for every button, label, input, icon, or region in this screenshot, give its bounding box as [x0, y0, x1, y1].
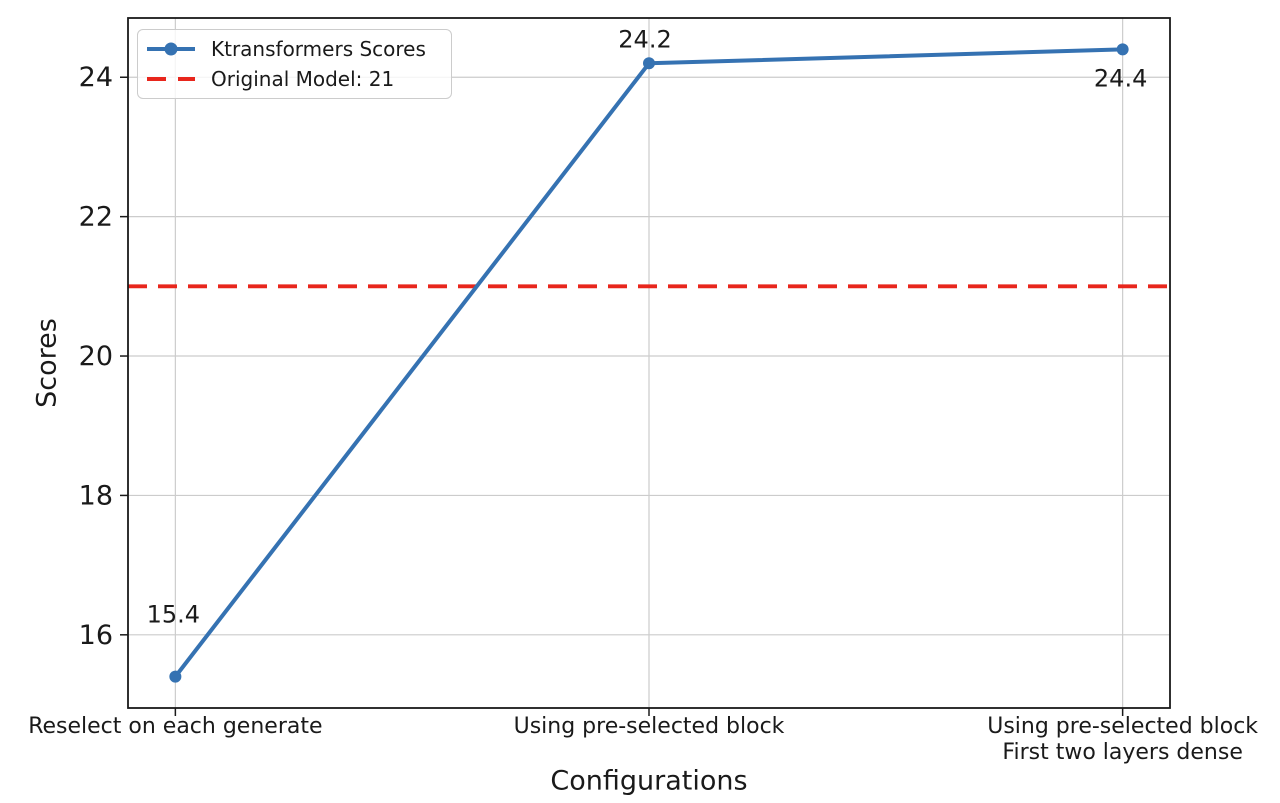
y-tick-label: 16 [79, 620, 113, 651]
legend: Ktransformers Scores Original Model: 21 [137, 29, 452, 99]
y-tick-label: 20 [79, 341, 113, 372]
legend-entry-refline: Original Model: 21 [146, 67, 441, 91]
dashed-line-icon [147, 77, 195, 81]
legend-refline-label: Original Model: 21 [211, 67, 395, 91]
data-point-label: 24.2 [618, 25, 671, 53]
data-point-marker [1116, 43, 1129, 56]
data-point-marker [169, 670, 182, 683]
y-tick-label: 24 [79, 62, 113, 93]
data-point-label: 24.4 [1094, 64, 1147, 92]
legend-dot-sample [164, 42, 178, 56]
line-marker-icon [147, 42, 195, 56]
legend-entry-series: Ktransformers Scores [146, 37, 441, 61]
y-axis-title: Scores [31, 318, 63, 408]
x-tick-label: Reselect on each generate [28, 714, 322, 739]
data-point-marker [643, 57, 655, 70]
y-tick-label: 22 [79, 202, 113, 233]
x-tick-label: Using pre-selected block [987, 714, 1258, 739]
x-tick-label: Using pre-selected block [514, 714, 785, 739]
x-tick-label: First two layers dense [1002, 740, 1242, 765]
x-axis-title: Configurations [550, 765, 748, 797]
data-point-label: 15.4 [147, 601, 200, 629]
legend-series-label: Ktransformers Scores [211, 37, 426, 61]
y-tick-label: 18 [79, 480, 113, 511]
